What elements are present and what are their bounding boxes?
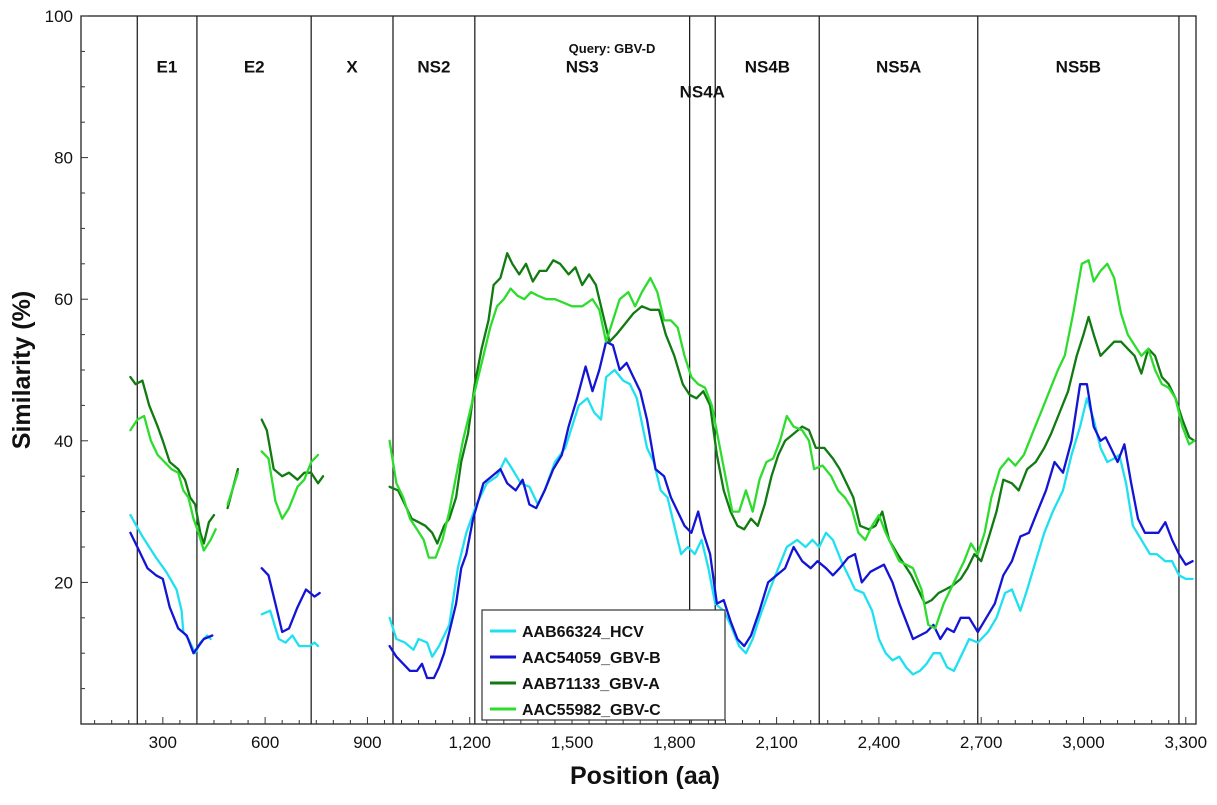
series-line-aac55982-gbv-c <box>129 414 217 552</box>
x-tick-label: 1,800 <box>653 733 696 752</box>
region-label-x: X <box>346 58 358 77</box>
x-tick-label: 600 <box>251 733 279 752</box>
y-tick-label: 40 <box>54 432 73 451</box>
x-axis-title: Position (aa) <box>570 762 720 790</box>
series-lines <box>129 252 1196 680</box>
x-tick-label: 300 <box>149 733 177 752</box>
x-tick-label: 1,500 <box>551 733 594 752</box>
y-tick-label: 80 <box>54 149 73 168</box>
series-line-aab71133-gbv-a <box>260 418 325 485</box>
legend-label: AAB71133_GBV-A <box>522 676 660 693</box>
x-tick-label: 2,700 <box>960 733 1003 752</box>
series-line-aac55982-gbv-c <box>260 450 320 520</box>
y-tick-label: 100 <box>45 7 73 26</box>
series-line-aab71133-gbv-a <box>129 375 216 545</box>
region-label-ns5a: NS5A <box>876 58 921 77</box>
region-label-ns5b: NS5B <box>1056 58 1101 77</box>
chart-title: Query: GBV-D <box>569 41 656 56</box>
x-tick-label: 2,400 <box>858 733 901 752</box>
legend: AAB66324_HCV AAC54059_GBV-B AAB71133_GBV-A… <box>481 609 726 721</box>
series-line-aab71133-gbv-a <box>388 252 1196 605</box>
legend-label: AAC55982_GBV-C <box>522 702 661 719</box>
series-line-aac54059-gbv-b <box>388 340 1194 680</box>
y-tick-label: 20 <box>54 573 73 592</box>
series-line-aac55982-gbv-c <box>388 259 1196 630</box>
region-label-ns2: NS2 <box>417 58 450 77</box>
series-line-aab66324-hcv <box>260 609 320 648</box>
legend-label: AAB66324_HCV <box>522 624 644 641</box>
x-tick-label: 2,100 <box>755 733 798 752</box>
series-line-aac54059-gbv-b <box>129 531 214 655</box>
y-axis-title: Similarity (%) <box>8 291 36 449</box>
region-label-ns4a: NS4A <box>680 82 725 101</box>
x-tick-label: 900 <box>353 733 381 752</box>
series-line-aac55982-gbv-c <box>226 471 240 506</box>
series-line-aab66324-hcv <box>388 368 1194 676</box>
region-label-e2: E2 <box>244 58 265 77</box>
x-tick-label: 3,300 <box>1164 733 1207 752</box>
y-tick-label: 60 <box>54 290 73 309</box>
x-tick-label: 3,000 <box>1062 733 1105 752</box>
region-labels: E1 E2 X NS2 NS3 NS4A NS4B NS5A NS5B <box>157 58 1102 102</box>
region-label-ns3: NS3 <box>566 58 599 77</box>
legend-label: AAC54059_GBV-B <box>522 650 661 667</box>
axes: 300 600 900 1,200 1,500 1,800 2,100 2,400 2,700 3… <box>45 7 1207 752</box>
x-tick-label: 1,200 <box>448 733 491 752</box>
region-label-ns4b: NS4B <box>745 58 790 77</box>
legend-box <box>481 609 726 721</box>
region-label-e1: E1 <box>157 58 178 77</box>
series-line-aac54059-gbv-b <box>260 567 321 634</box>
